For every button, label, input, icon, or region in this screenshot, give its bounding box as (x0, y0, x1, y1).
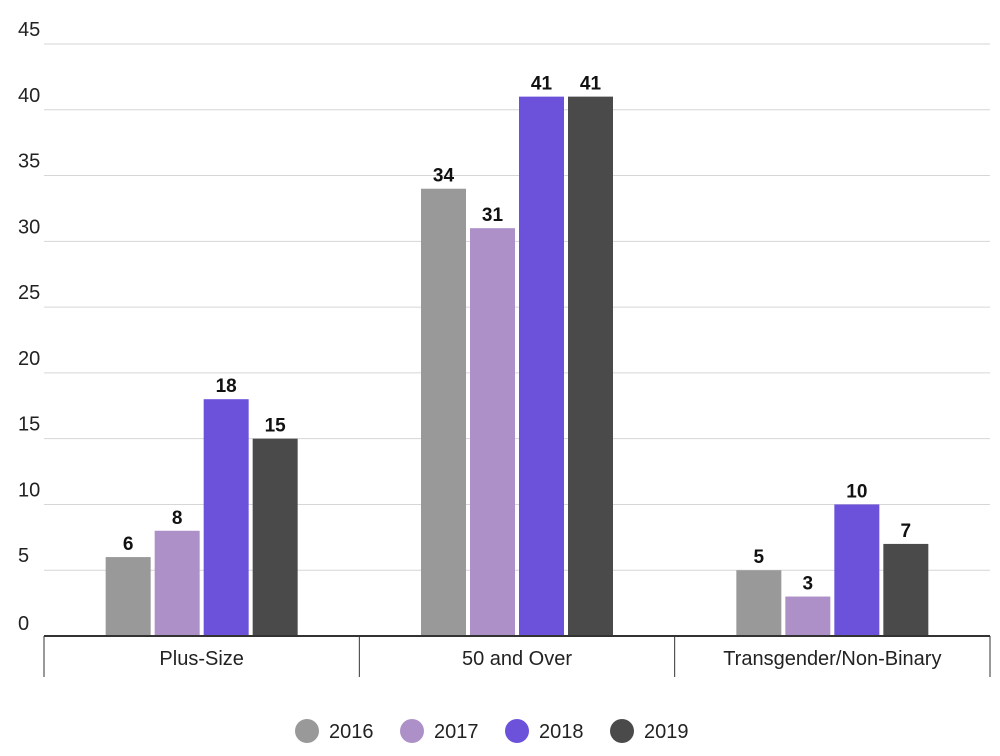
y-tick-label-20: 20 (18, 348, 40, 370)
bar-transgender-non-binary-2018[interactable] (834, 504, 880, 636)
legend-label-2017: 2017 (434, 721, 479, 743)
y-tick-label-40: 40 (18, 85, 40, 107)
bar-transgender-non-binary-2019[interactable] (883, 543, 929, 636)
data-label-transgender-non-binary-2018: 10 (846, 481, 867, 502)
bar-plus-size-2016[interactable] (105, 557, 151, 636)
x-axis: Plus-Size 50 and Over Transgender/Non-Bina… (43, 635, 991, 677)
bar-transgender-non-binary-2017[interactable] (785, 596, 831, 636)
y-axis-ticks: 0 5 10 15 20 25 30 35 40 45 (18, 19, 40, 635)
y-tick-label-45: 45 (18, 19, 40, 41)
bar-plus-size-2019[interactable] (252, 438, 298, 636)
y-tick-label-10: 10 (18, 479, 40, 501)
bar-50-and-over-2019[interactable] (568, 96, 613, 637)
data-label-plus-size-2017: 8 (172, 508, 183, 529)
legend-swatch-2017 (400, 719, 424, 743)
data-label-50-and-over-2019: 41 (580, 74, 602, 95)
bar-plus-size-2017[interactable] (154, 530, 200, 636)
x-tick-label-50-and-over: 50 and Over (462, 648, 572, 670)
legend-swatch-2019 (610, 719, 634, 743)
legend-label-2016: 2016 (329, 721, 374, 743)
data-label-plus-size-2016: 6 (123, 534, 134, 555)
bar-50-and-over-2016[interactable] (421, 188, 466, 636)
legend: 2016 2017 2018 2019 (295, 719, 689, 743)
y-tick-label-35: 35 (18, 151, 40, 173)
bar-50-and-over-2018[interactable] (519, 96, 564, 637)
legend-swatch-2016 (295, 719, 319, 743)
data-label-50-and-over-2018: 41 (531, 74, 553, 95)
legend-swatch-2018 (505, 719, 529, 743)
x-tick-label-transgender-non-binary: Transgender/Non-Binary (723, 648, 941, 670)
bar-plus-size-2018[interactable] (203, 399, 249, 636)
data-label-50-and-over-2016: 34 (433, 166, 455, 187)
data-label-plus-size-2019: 15 (265, 416, 287, 437)
legend-label-2019: 2019 (644, 721, 689, 743)
y-tick-label-0: 0 (18, 613, 29, 635)
y-tick-label-15: 15 (18, 414, 40, 436)
data-labels: 6 8 18 15 34 31 41 41 5 3 10 7 (123, 74, 911, 595)
data-label-transgender-non-binary-2016: 5 (754, 547, 765, 568)
y-tick-label-5: 5 (18, 545, 29, 567)
bar-50-and-over-2017[interactable] (470, 228, 515, 636)
data-label-transgender-non-binary-2017: 3 (803, 574, 814, 595)
data-label-transgender-non-binary-2019: 7 (901, 521, 912, 542)
y-tick-label-25: 25 (18, 282, 40, 304)
data-label-50-and-over-2017: 31 (482, 205, 504, 226)
legend-label-2018: 2018 (539, 721, 584, 743)
data-label-plus-size-2018: 18 (216, 376, 237, 397)
y-tick-label-30: 30 (18, 216, 40, 238)
bar-transgender-non-binary-2016[interactable] (736, 570, 782, 636)
bars (105, 96, 929, 637)
gridlines (44, 43, 990, 571)
x-tick-label-plus-size: Plus-Size (159, 648, 243, 670)
